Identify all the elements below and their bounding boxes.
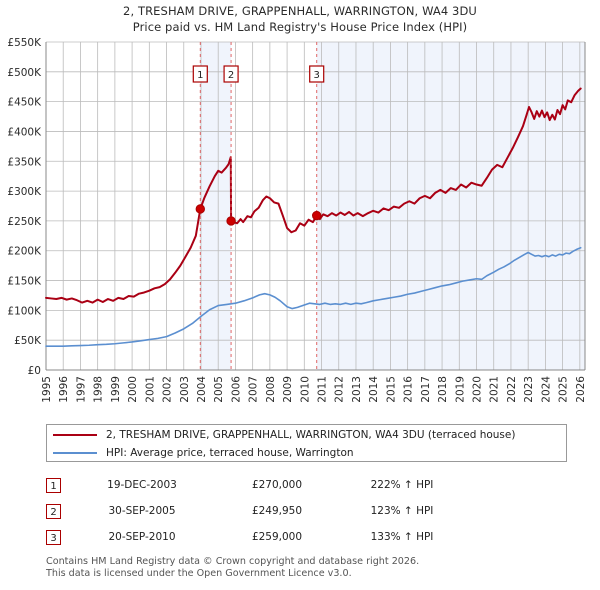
x-axis-tick-label: 1997 <box>75 376 87 403</box>
x-axis-tick-label: 1996 <box>58 376 70 403</box>
chart-shaded-band <box>200 42 232 370</box>
y-axis-tick-label: £100K <box>7 305 42 317</box>
sale-marker-badge[interactable]: 3 <box>309 65 325 83</box>
footer-line-copyright: Contains HM Land Registry data © Crown c… <box>46 556 420 567</box>
x-axis-tick-label: 2001 <box>144 376 156 403</box>
series-line-hpi <box>45 246 582 347</box>
svg-text:3: 3 <box>314 70 320 81</box>
transactions-table: 1 19-DEC-2003 £270,000 222% ↑ HPI 2 30-S… <box>46 472 567 550</box>
txn-date: 19-DEC-2003 <box>107 479 177 491</box>
x-axis-tick-label: 2002 <box>162 376 174 403</box>
table-row: 2 30-SEP-2005 £249,950 123% ↑ HPI <box>46 498 567 524</box>
txn-date: 20-SEP-2010 <box>108 531 176 543</box>
sale-marker-dot[interactable] <box>312 210 322 221</box>
x-axis-tick-label: 2016 <box>403 376 415 403</box>
sale-marker-dot[interactable] <box>195 204 205 214</box>
txn-index-badge: 3 <box>46 529 61 545</box>
x-axis-tick-label: 2023 <box>523 376 535 403</box>
y-axis-tick-label: £150K <box>7 276 42 288</box>
svg-text:1: 1 <box>197 70 203 81</box>
x-axis-tick-label: 2011 <box>317 376 329 403</box>
y-axis-tick-label: £50K <box>14 335 42 347</box>
footer-line-licence: This data is licensed under the Open Gov… <box>46 567 352 579</box>
sale-marker-badge[interactable]: 1 <box>192 65 208 83</box>
x-axis-tick-label: 2024 <box>540 376 552 403</box>
legend-item-hpi: HPI: Average price, terraced house, Warr… <box>47 444 566 461</box>
x-axis-tick-label: 2005 <box>213 376 225 403</box>
x-axis-tick-label: 2012 <box>334 376 346 403</box>
table-row: 1 19-DEC-2003 £270,000 222% ↑ HPI <box>46 472 567 498</box>
txn-hpi-change: 123% ↑ HPI <box>370 505 434 517</box>
page-title: 2, TRESHAM DRIVE, GRAPPENHALL, WARRINGTO… <box>0 3 600 35</box>
legend-label-hpi: HPI: Average price, terraced house, Warr… <box>106 446 354 459</box>
x-axis-tick-label: 2010 <box>299 376 311 403</box>
x-axis-tick-label: 2018 <box>437 376 449 403</box>
x-axis-tick-label: 2021 <box>489 376 501 403</box>
y-axis-tick-label: £450K <box>7 97 42 109</box>
chart-legend: 2, TRESHAM DRIVE, GRAPPENHALL, WARRINGTO… <box>46 424 567 462</box>
y-axis-tick-label: £300K <box>7 186 42 198</box>
legend-swatch-hpi <box>53 451 97 454</box>
x-axis-tick-label: 2025 <box>558 376 570 403</box>
x-axis-tick-label: 1998 <box>93 376 105 403</box>
y-axis-tick-label: £350K <box>7 156 42 168</box>
txn-hpi-change: 133% ↑ HPI <box>370 531 434 543</box>
txn-price: £249,950 <box>251 505 303 517</box>
x-axis-tick-label: 2013 <box>351 376 363 403</box>
y-axis-tick-label: £0 <box>28 365 41 377</box>
txn-index-badge: 1 <box>46 477 61 493</box>
x-axis-tick-label: 2015 <box>385 376 397 403</box>
svg-text:2: 2 <box>228 70 234 81</box>
x-axis-tick-label: 2003 <box>179 376 191 403</box>
x-axis-tick-label: 2006 <box>230 376 242 403</box>
txn-hpi-change: 222% ↑ HPI <box>370 479 434 491</box>
legend-label-property: 2, TRESHAM DRIVE, GRAPPENHALL, WARRINGTO… <box>106 428 516 441</box>
x-axis-tick-label: 2022 <box>506 376 518 403</box>
footer-attribution: Contains HM Land Registry data © Crown c… <box>46 556 586 579</box>
x-axis-tick-label: 2007 <box>248 376 260 403</box>
x-axis-tick-label: 2026 <box>575 376 587 403</box>
x-axis-tick-label: 2008 <box>265 376 277 403</box>
chart-shaded-band <box>316 42 585 370</box>
txn-price: £270,000 <box>251 479 303 491</box>
price-chart: £0 £50K £100K £150K £200K £250K £300K £350K £400… <box>7 37 587 403</box>
title-line-address: 2, TRESHAM DRIVE, GRAPPENHALL, WARRINGTO… <box>123 4 477 18</box>
table-row: 3 20-SEP-2010 £259,000 133% ↑ HPI <box>46 524 567 550</box>
legend-item-property: 2, TRESHAM DRIVE, GRAPPENHALL, WARRINGTO… <box>47 426 566 443</box>
y-axis-tick-label: £400K <box>7 126 42 138</box>
y-axis-tick-label: £550K <box>7 37 42 49</box>
x-axis-tick-label: 2000 <box>127 376 139 403</box>
txn-date: 30-SEP-2005 <box>108 505 176 517</box>
x-axis-tick-label: 1999 <box>110 376 122 403</box>
x-axis-tick-label: 2019 <box>454 376 466 403</box>
x-axis-tick-label: 2014 <box>368 376 380 403</box>
txn-index-badge: 2 <box>46 503 61 519</box>
y-axis-tick-label: £250K <box>7 216 42 228</box>
series-line-property <box>45 87 582 304</box>
x-axis-tick-label: 2017 <box>420 376 432 403</box>
x-axis-tick-label: 2020 <box>472 376 484 403</box>
sale-marker-dot[interactable] <box>226 216 236 226</box>
x-axis-tick-label: 2009 <box>282 376 294 403</box>
sale-marker-badge[interactable]: 2 <box>223 65 239 83</box>
y-axis-tick-label: £500K <box>7 67 42 79</box>
legend-swatch-property <box>53 433 97 436</box>
x-axis-tick-label: 1995 <box>41 376 53 403</box>
x-axis-tick-label: 2004 <box>196 376 208 403</box>
title-line-subtitle: Price paid vs. HM Land Registry's House … <box>132 20 468 34</box>
txn-price: £259,000 <box>251 531 303 543</box>
y-axis-tick-label: £200K <box>7 246 42 258</box>
